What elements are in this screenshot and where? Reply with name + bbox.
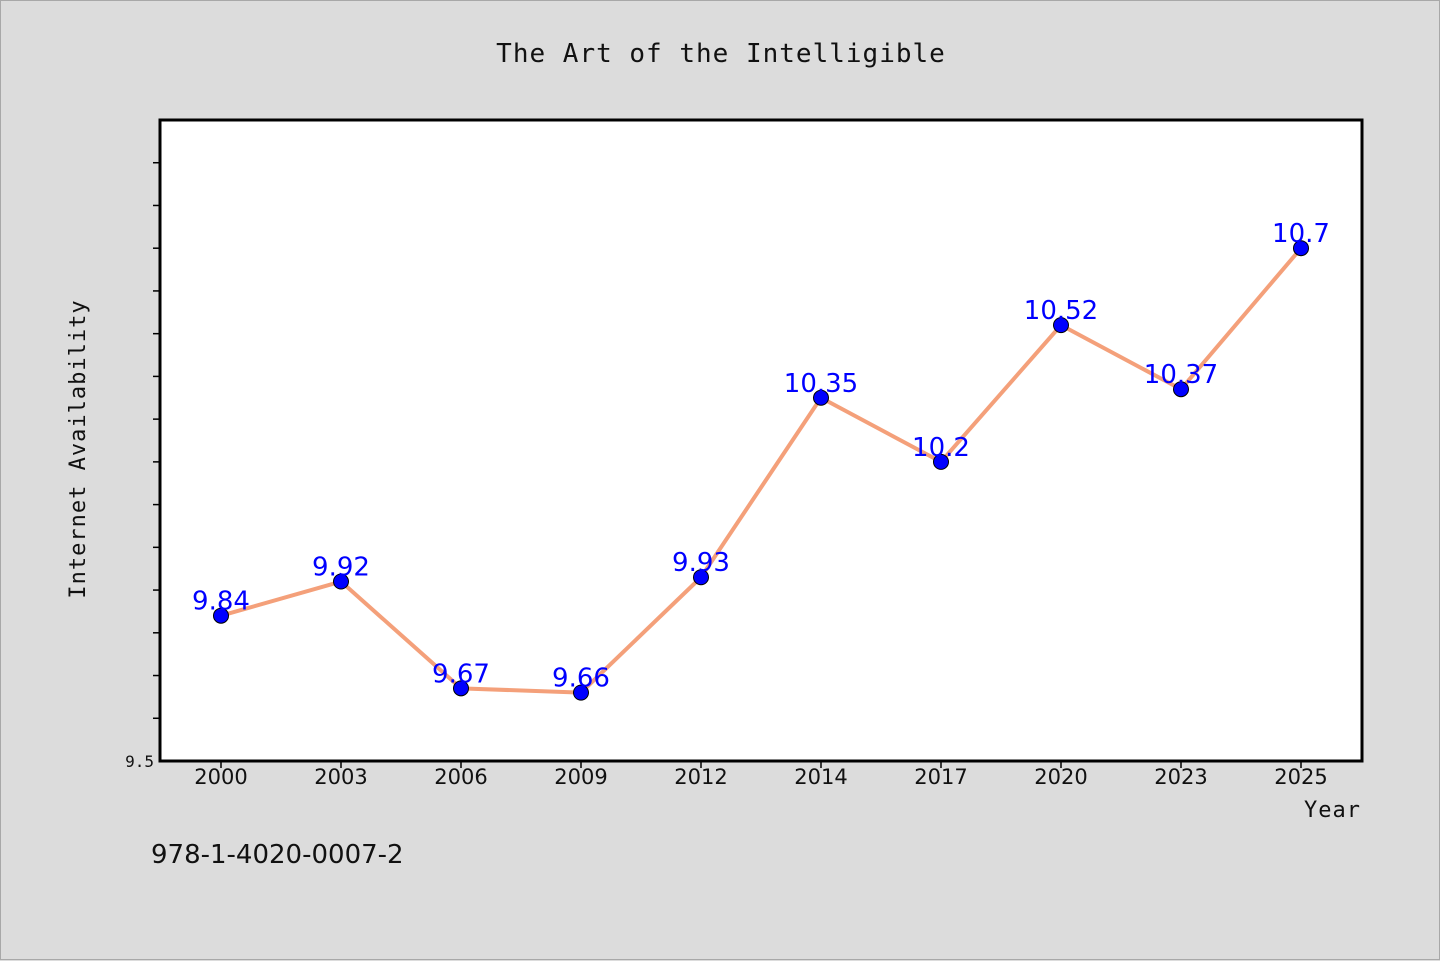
data-point bbox=[213, 607, 229, 624]
series-line bbox=[220, 246, 1303, 695]
data-labels: 9.84 9.92 9.67 9.66 9.93 10.35 10.2 10.52 10.37 1… bbox=[192, 219, 1330, 693]
data-markers bbox=[213, 240, 1309, 701]
data-label: 9.93 bbox=[672, 548, 730, 578]
data-label: 9.66 bbox=[552, 664, 610, 694]
data-point bbox=[333, 573, 349, 590]
data-label: 9.92 bbox=[312, 553, 370, 583]
x-tick-label: 2003 bbox=[314, 765, 367, 789]
data-label: 10.37 bbox=[1144, 360, 1218, 390]
data-point bbox=[453, 680, 469, 697]
data-point bbox=[933, 453, 949, 470]
data-point bbox=[1293, 240, 1309, 257]
y-axis-ticks: 9.5 bbox=[125, 161, 159, 771]
x-tick-label: 2014 bbox=[794, 765, 847, 789]
x-tick-label: 2023 bbox=[1154, 765, 1207, 789]
x-axis-label: Year bbox=[1304, 798, 1361, 823]
chart-title: The Art of the Intelligible bbox=[496, 39, 946, 69]
data-label: 10.2 bbox=[912, 433, 970, 463]
x-axis-ticks: 2000 2003 2006 2009 2012 2014 2017 2020 2023 2025 bbox=[194, 762, 1328, 789]
data-point bbox=[1053, 317, 1069, 334]
data-label: 9.67 bbox=[432, 659, 490, 689]
x-tick-label: 2012 bbox=[674, 765, 727, 789]
data-label: 10.35 bbox=[784, 369, 858, 399]
data-point bbox=[693, 569, 709, 586]
data-point bbox=[573, 684, 589, 701]
data-point bbox=[813, 389, 829, 406]
y-tick-label: 9.5 bbox=[125, 752, 154, 771]
data-point bbox=[1173, 381, 1189, 398]
isbn-footer: 978-1-4020-0007-2 bbox=[151, 840, 404, 870]
data-label: 9.84 bbox=[192, 587, 250, 617]
x-tick-label: 2017 bbox=[914, 765, 967, 789]
data-label: 10.7 bbox=[1272, 219, 1330, 249]
x-tick-label: 2006 bbox=[434, 765, 487, 789]
x-tick-label: 2020 bbox=[1034, 765, 1087, 789]
x-tick-label: 2025 bbox=[1274, 765, 1327, 789]
x-tick-label: 2009 bbox=[554, 765, 607, 789]
data-label: 10.52 bbox=[1024, 296, 1098, 326]
y-axis-label: Internet Availability bbox=[66, 299, 91, 598]
plot-area bbox=[158, 118, 1364, 763]
x-tick-label: 2000 bbox=[194, 765, 247, 789]
